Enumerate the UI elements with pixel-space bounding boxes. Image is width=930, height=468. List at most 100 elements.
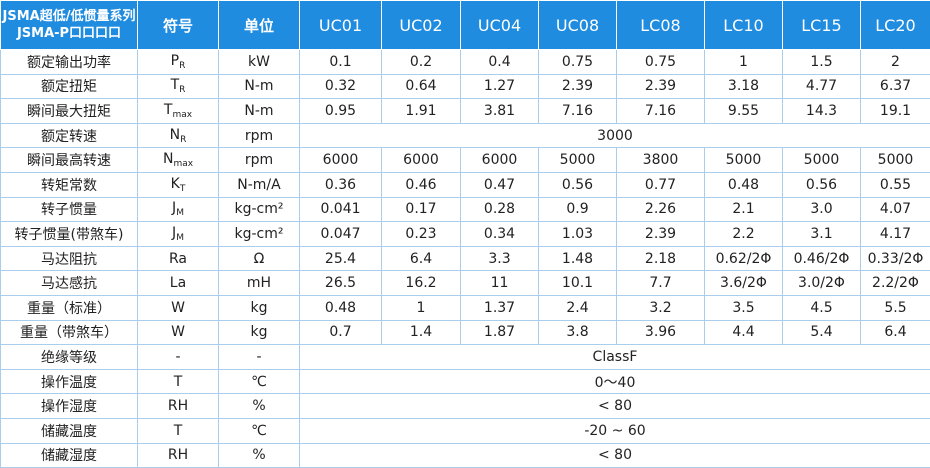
value-cell: 0.46 bbox=[381, 171, 461, 198]
value-cell: 5.5 bbox=[860, 294, 930, 321]
value-cell: 25.4 bbox=[299, 245, 382, 272]
value-cell: 0.56 bbox=[782, 171, 861, 198]
value-cell: 3.5 bbox=[704, 294, 783, 321]
symbol-main: N bbox=[162, 151, 174, 168]
value-cell: 0.33/2Φ bbox=[860, 245, 930, 272]
model-header: LC08 bbox=[616, 0, 705, 50]
value-cell: 0.47 bbox=[460, 171, 539, 198]
table-body: 额定输出功率 PR kW 0.1 0.2 0.4 0.75 0.75 1 1.5 2 额定扭矩 TR N-… bbox=[0, 49, 930, 468]
model-header: UC08 bbox=[538, 0, 617, 50]
model-header: UC02 bbox=[381, 0, 461, 50]
symbol-cell: Tmax bbox=[137, 98, 219, 124]
symbol-main: T bbox=[170, 77, 180, 94]
value-cell: 4.4 bbox=[704, 319, 783, 346]
row-label: 瞬间最高转速 bbox=[0, 147, 138, 173]
symbol-cell: W bbox=[137, 319, 219, 346]
table-row: 马达感抗 La mH 26.5 16.2 11 10.1 7.7 3.6/2Φ 3.0/2Φ 2.2… bbox=[0, 270, 930, 296]
value-cell: 0.77 bbox=[616, 171, 705, 198]
value-cell: 0.95 bbox=[299, 98, 382, 124]
table-row: 绝缘等级 - - ClassF bbox=[0, 344, 930, 370]
symbol-sub: R bbox=[179, 85, 186, 96]
symbol-main: T bbox=[163, 101, 173, 118]
value-cell: 4.77 bbox=[782, 73, 861, 100]
symbol-cell: JM bbox=[137, 196, 219, 223]
value-cell: 3000 bbox=[299, 122, 930, 149]
value-cell: 0.48 bbox=[299, 294, 382, 321]
unit-cell: % bbox=[218, 442, 300, 468]
value-cell: 3.8 bbox=[538, 319, 617, 346]
value-cell: 3800 bbox=[616, 147, 705, 173]
value-cell: 1.48 bbox=[538, 245, 617, 272]
table-row: 额定转速 NR rpm 3000 bbox=[0, 122, 930, 149]
value-cell: 7.16 bbox=[538, 98, 617, 124]
value-cell: 6.4 bbox=[860, 319, 930, 346]
value-cell: 0.75 bbox=[538, 49, 617, 75]
model-header: LC10 bbox=[704, 0, 783, 50]
table-row: 转子惯量(带煞车) JM kg-cm² 0.047 0.23 0.34 1.03 2.39 2.… bbox=[0, 221, 930, 247]
unit-cell: Ω bbox=[218, 245, 300, 272]
symbol-sub: M bbox=[176, 232, 184, 243]
row-label: 额定扭矩 bbox=[0, 73, 138, 100]
row-label: 转子惯量(带煞车) bbox=[0, 221, 138, 247]
value-cell: 0～40 bbox=[299, 368, 930, 395]
symbol-sub: M bbox=[176, 208, 184, 219]
value-cell: 2.39 bbox=[616, 73, 705, 100]
symbol-sub: R bbox=[180, 134, 187, 145]
value-cell: 1 bbox=[704, 49, 783, 75]
title-line: JSMA-P口口口口 bbox=[16, 26, 122, 41]
unit-cell: kg-cm² bbox=[218, 221, 300, 247]
value-cell: 2.39 bbox=[616, 221, 705, 247]
value-cell: 0.041 bbox=[299, 196, 382, 223]
row-label: 储藏温度 bbox=[0, 417, 138, 444]
value-cell: 6000 bbox=[381, 147, 461, 173]
symbol-cell: T bbox=[137, 368, 219, 395]
value-cell: < 80 bbox=[299, 393, 930, 419]
table-row: 操作湿度 RH% < 80 bbox=[0, 393, 930, 419]
table-row: 储藏温度 T ℃ -20 ~ 60 bbox=[0, 417, 930, 444]
value-cell: 0.62/2Φ bbox=[704, 245, 783, 272]
row-label: 额定转速 bbox=[0, 122, 138, 149]
value-cell: 0.56 bbox=[538, 171, 617, 198]
value-cell: 4.07 bbox=[860, 196, 930, 223]
unit-cell: ℃ bbox=[218, 417, 300, 444]
value-cell: 16.2 bbox=[381, 270, 461, 296]
value-cell: 0.34 bbox=[460, 221, 539, 247]
value-cell: 0.9 bbox=[538, 196, 617, 223]
value-cell: 1.5 bbox=[782, 49, 861, 75]
value-cell: 4.17 bbox=[860, 221, 930, 247]
row-label: 马达阻抗 bbox=[0, 245, 138, 272]
table-row: 储藏湿度 RH% < 80 bbox=[0, 442, 930, 468]
row-label: 重量（带煞车） bbox=[0, 319, 138, 346]
value-cell: 0.4 bbox=[460, 49, 539, 75]
symbol-cell: W bbox=[137, 294, 219, 321]
value-cell: -20 ~ 60 bbox=[299, 417, 930, 444]
table-row: 马达阻抗 Ra Ω 25.4 6.4 3.3 1.48 2.18 0.62/2Φ 0.46/2Φ 0… bbox=[0, 245, 930, 272]
value-cell: 1.03 bbox=[538, 221, 617, 247]
value-cell: 0.7 bbox=[299, 319, 382, 346]
value-cell: 0.2 bbox=[381, 49, 461, 75]
symbol-cell: Nmax bbox=[137, 147, 219, 173]
row-label: 瞬间最大扭矩 bbox=[0, 98, 138, 124]
symbol-main: J bbox=[172, 200, 177, 217]
unit-cell: kg bbox=[218, 319, 300, 346]
header-cell: 单位 bbox=[218, 0, 300, 50]
value-cell: 9.55 bbox=[704, 98, 783, 124]
row-label: 重量（标准） bbox=[0, 294, 138, 321]
value-cell: 0.75 bbox=[616, 49, 705, 75]
header-row: JSMA超低/低惯量系列 JSMA-P口口口口 符号 单位 UC01 UC02 UC… bbox=[0, 0, 930, 50]
value-cell: 3.0 bbox=[782, 196, 861, 223]
symbol-cell: - bbox=[137, 344, 219, 370]
table-row: 额定输出功率 PR kW 0.1 0.2 0.4 0.75 0.75 1 1.5 2 bbox=[0, 49, 930, 75]
row-label: 操作湿度 bbox=[0, 393, 138, 419]
value-cell: 14.3 bbox=[782, 98, 861, 124]
symbol-sub: max bbox=[172, 109, 193, 120]
value-cell: 0.23 bbox=[381, 221, 461, 247]
value-cell: ClassF bbox=[299, 344, 930, 370]
unit-cell: - bbox=[218, 344, 300, 370]
value-cell: 0.32 bbox=[299, 73, 382, 100]
symbol-sub: R bbox=[179, 60, 186, 71]
value-cell: 1.27 bbox=[460, 73, 539, 100]
